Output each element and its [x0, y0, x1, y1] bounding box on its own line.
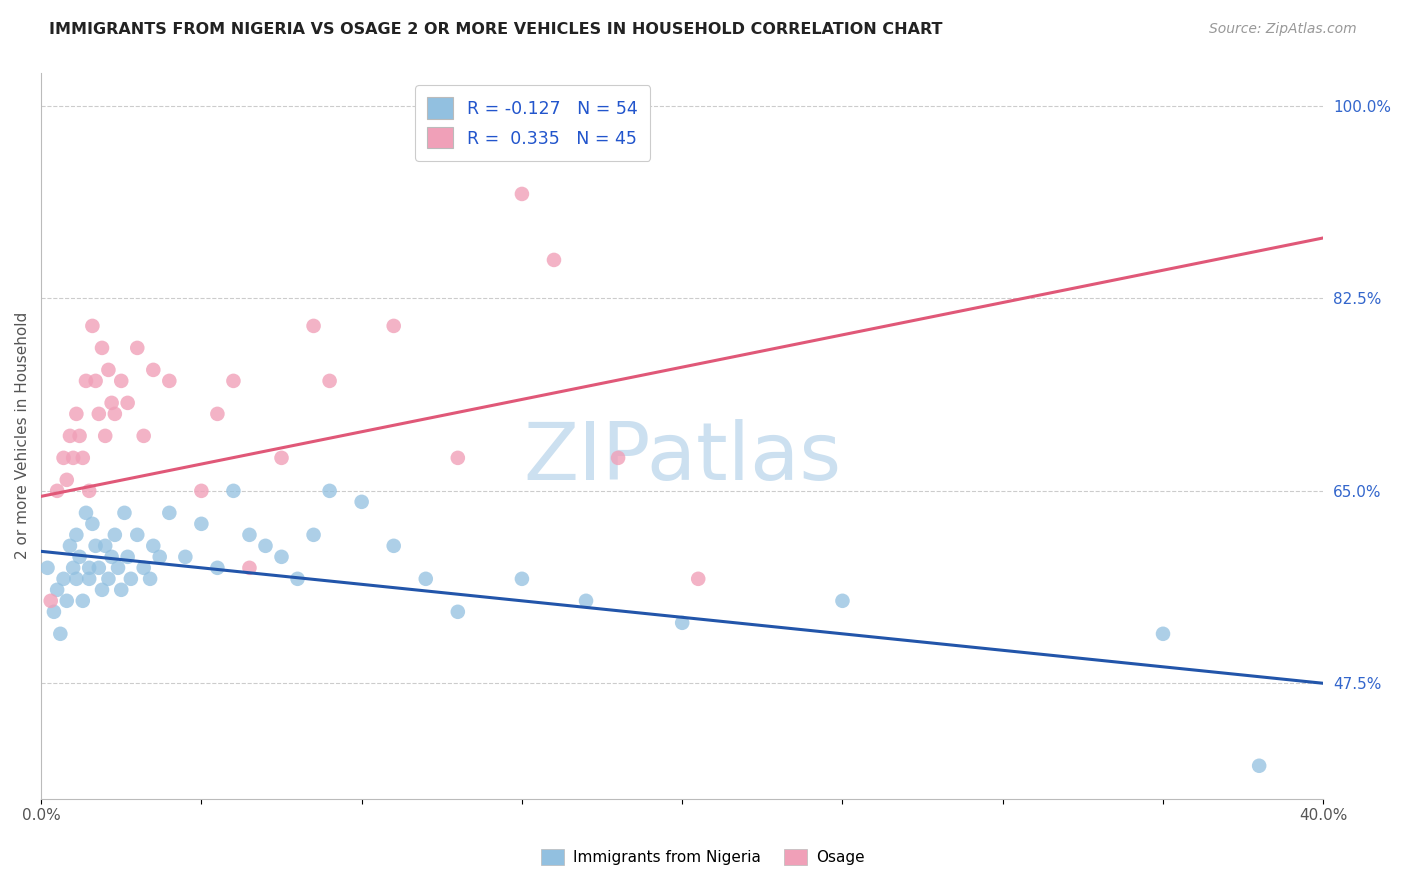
Point — [222, 374, 245, 388]
Point — [350, 495, 373, 509]
Point — [157, 506, 180, 520]
Point — [69, 429, 91, 443]
Point — [39, 594, 62, 608]
Point — [510, 572, 533, 586]
Point — [132, 561, 155, 575]
Point — [94, 539, 117, 553]
Point — [104, 407, 127, 421]
Point — [87, 561, 110, 575]
Point — [127, 528, 149, 542]
Point — [270, 549, 292, 564]
Point — [77, 483, 100, 498]
Point — [62, 561, 84, 575]
Point — [62, 450, 84, 465]
Point — [52, 572, 75, 586]
Point — [302, 528, 325, 542]
Point — [59, 429, 82, 443]
Point — [543, 252, 565, 267]
Point — [382, 539, 405, 553]
Point — [107, 561, 129, 575]
Point — [75, 374, 97, 388]
Point — [46, 582, 69, 597]
Point — [688, 572, 710, 586]
Point — [120, 572, 142, 586]
Point — [117, 396, 139, 410]
Point — [318, 374, 340, 388]
Point — [110, 374, 132, 388]
Point — [207, 561, 229, 575]
Legend: Immigrants from Nigeria, Osage: Immigrants from Nigeria, Osage — [536, 843, 870, 871]
Point — [238, 528, 260, 542]
Point — [37, 561, 59, 575]
Point — [142, 539, 165, 553]
Point — [91, 582, 114, 597]
Point — [87, 407, 110, 421]
Point — [382, 318, 405, 333]
Point — [1249, 758, 1271, 772]
Point — [55, 473, 77, 487]
Point — [97, 572, 120, 586]
Point — [287, 572, 309, 586]
Point — [52, 450, 75, 465]
Point — [84, 539, 107, 553]
Point — [575, 594, 598, 608]
Point — [302, 318, 325, 333]
Point — [149, 549, 172, 564]
Point — [415, 143, 437, 157]
Point — [510, 186, 533, 201]
Point — [77, 572, 100, 586]
Text: ZIPatlas: ZIPatlas — [523, 418, 841, 497]
Point — [55, 594, 77, 608]
Point — [607, 450, 630, 465]
Point — [72, 594, 94, 608]
Point — [75, 506, 97, 520]
Point — [447, 605, 470, 619]
Text: IMMIGRANTS FROM NIGERIA VS OSAGE 2 OR MORE VEHICLES IN HOUSEHOLD CORRELATION CHA: IMMIGRANTS FROM NIGERIA VS OSAGE 2 OR MO… — [49, 22, 942, 37]
Point — [190, 483, 212, 498]
Point — [82, 516, 104, 531]
Point — [142, 363, 165, 377]
Point — [65, 572, 87, 586]
Point — [69, 549, 91, 564]
Y-axis label: 2 or more Vehicles in Household: 2 or more Vehicles in Household — [15, 312, 30, 559]
Point — [114, 506, 136, 520]
Point — [97, 363, 120, 377]
Point — [94, 429, 117, 443]
Point — [82, 318, 104, 333]
Text: Source: ZipAtlas.com: Source: ZipAtlas.com — [1209, 22, 1357, 37]
Point — [831, 594, 853, 608]
Point — [100, 549, 122, 564]
Point — [157, 374, 180, 388]
Point — [104, 528, 127, 542]
Point — [1152, 627, 1174, 641]
Point — [110, 582, 132, 597]
Point — [65, 407, 87, 421]
Point — [127, 341, 149, 355]
Legend: R = -0.127   N = 54, R =  0.335   N = 45: R = -0.127 N = 54, R = 0.335 N = 45 — [415, 86, 650, 161]
Point — [72, 450, 94, 465]
Point — [65, 528, 87, 542]
Point — [46, 483, 69, 498]
Point — [42, 605, 65, 619]
Point — [318, 483, 340, 498]
Point — [238, 561, 260, 575]
Point — [84, 374, 107, 388]
Point — [139, 572, 162, 586]
Point — [270, 450, 292, 465]
Point — [117, 549, 139, 564]
Point — [254, 539, 277, 553]
Point — [100, 396, 122, 410]
Point — [132, 429, 155, 443]
Point — [49, 627, 72, 641]
Point — [671, 615, 693, 630]
Point — [415, 572, 437, 586]
Point — [447, 450, 470, 465]
Point — [91, 341, 114, 355]
Point — [222, 483, 245, 498]
Point — [174, 549, 197, 564]
Point — [59, 539, 82, 553]
Point — [190, 516, 212, 531]
Point — [207, 407, 229, 421]
Point — [77, 561, 100, 575]
